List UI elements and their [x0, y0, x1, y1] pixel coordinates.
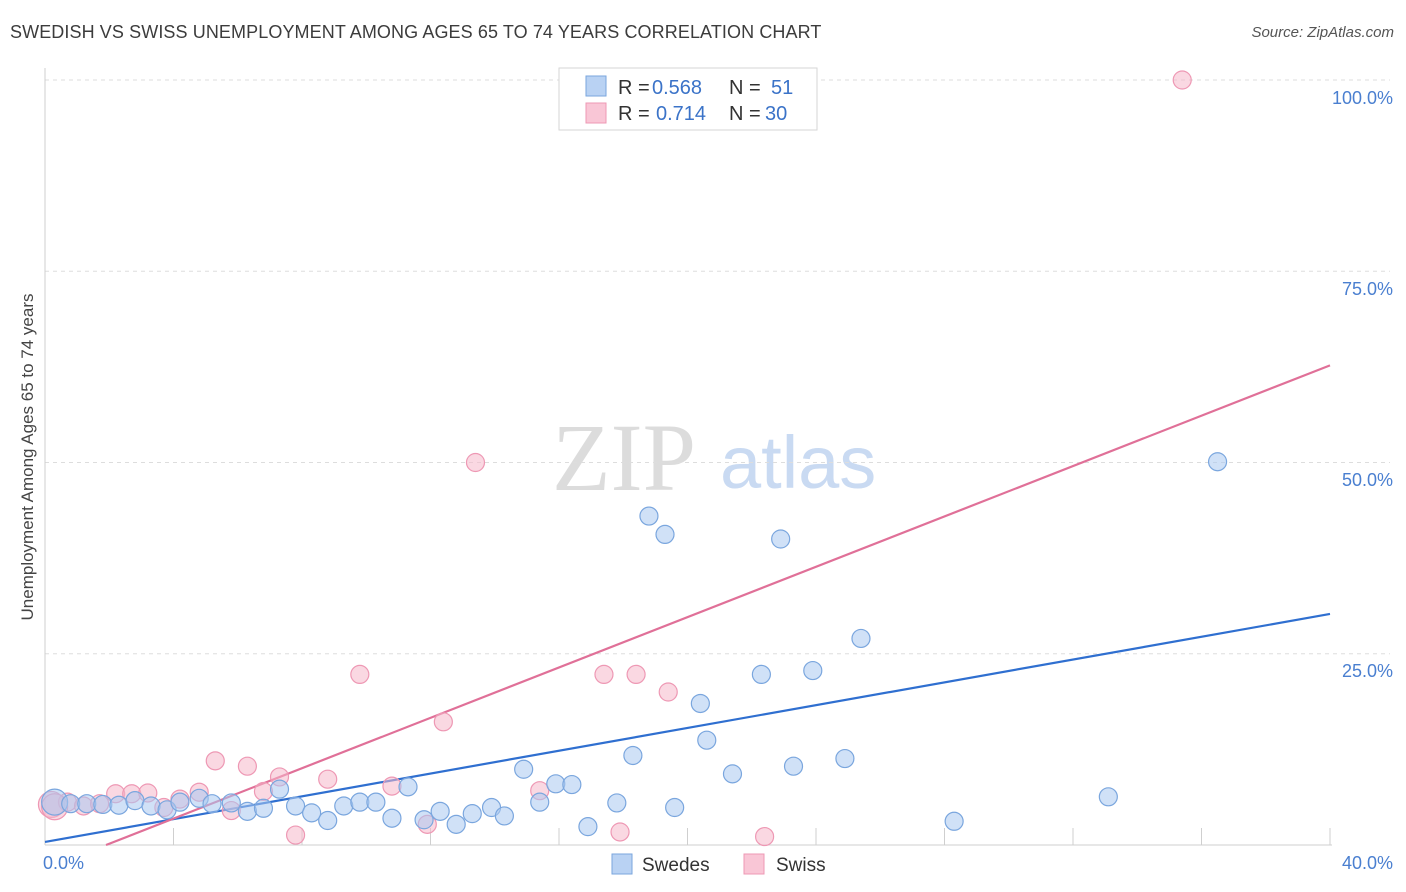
swedes-point-3 [93, 794, 113, 815]
swedes-point-34 [607, 793, 627, 813]
swedes-point-41 [722, 764, 743, 784]
swedes-point-28 [494, 806, 514, 826]
swiss-trend-line [105, 364, 1331, 847]
swiss-point-24 [610, 822, 630, 842]
swedes-point-20 [366, 792, 386, 812]
swedes-point-49 [1098, 787, 1118, 807]
legend-r-label-swiss: R = [618, 103, 650, 125]
swiss-point-18 [382, 776, 402, 796]
swedes-point-31 [546, 774, 566, 794]
swiss-point-26 [658, 682, 678, 702]
swedes-point-11 [221, 793, 241, 813]
swiss-point-10 [205, 751, 225, 771]
swedes-point-1 [61, 794, 81, 814]
legend-n-value-swiss: 30 [765, 103, 787, 125]
y-tick-label-50: 50.0% [1342, 470, 1393, 490]
bottom-legend-label-swiss: Swiss [776, 855, 826, 876]
swedes-point-47 [851, 628, 871, 649]
swedes-point-24 [430, 801, 450, 821]
swedes-point-16 [302, 803, 322, 823]
swedes-point-23 [414, 810, 434, 830]
swedes-point-40 [697, 730, 717, 750]
swedes-point-35 [623, 745, 643, 766]
swiss-point-13 [253, 781, 274, 802]
swedes-point-13 [253, 798, 274, 818]
swedes-point-17 [318, 810, 338, 831]
swedes-point-26 [462, 804, 482, 824]
swiss-point-23 [594, 664, 614, 685]
source-credit: Source: ZipAtlas.com [1251, 24, 1394, 41]
grid [45, 79, 1390, 655]
swedes-point-2 [77, 794, 97, 814]
y-tick-label-75: 75.0% [1342, 279, 1393, 299]
x-tick-label-min: 0.0% [43, 853, 84, 873]
legend-swatch-swedes [585, 75, 607, 97]
legend: R = 0.568 N = 51 R = 0.714 N = 30 [558, 67, 818, 131]
swedes-point-15 [285, 796, 306, 816]
swiss-point-28 [1172, 70, 1192, 90]
bottom-legend-swatch-swedes [611, 853, 633, 875]
swiss-point-25 [626, 664, 646, 685]
swedes-point-14 [269, 779, 290, 799]
swiss-point-16 [318, 769, 338, 789]
watermark-zip: ZIP [552, 404, 696, 511]
swiss-point-12 [237, 756, 257, 776]
axes [44, 68, 1332, 846]
y-tick-label-100: 100.0% [1332, 88, 1393, 108]
swedes-point-50 [1207, 452, 1228, 472]
swedes-point-46 [835, 748, 855, 769]
chart-title: SWEDISH VS SWISS UNEMPLOYMENT AMONG AGES… [10, 22, 822, 42]
swedes-point-19 [350, 792, 370, 812]
legend-r-value-swiss: 0.714 [656, 103, 706, 125]
swedes-point-10 [202, 794, 222, 814]
y-axis-label: Unemployment Among Ages 65 to 74 years [18, 294, 37, 621]
swedes-point-29 [514, 759, 534, 779]
swedes-points [41, 452, 1228, 837]
swiss-point-17 [350, 664, 370, 685]
swedes-point-44 [783, 756, 804, 776]
bottom-legend: Swedes Swiss [611, 853, 826, 876]
legend-swatch-swiss [585, 102, 607, 124]
legend-r-value-swedes: 0.568 [652, 77, 702, 99]
swedes-point-4 [109, 795, 129, 815]
bottom-legend-swatch-swiss [743, 853, 765, 875]
swedes-point-42 [751, 664, 771, 685]
x-tick-label-max: 40.0% [1342, 853, 1393, 873]
legend-n-label-swiss: N = [729, 103, 761, 125]
swedes-point-12 [237, 801, 257, 821]
swedes-point-45 [803, 660, 823, 681]
swedes-point-37 [655, 524, 675, 545]
swedes-point-22 [398, 777, 418, 797]
swedes-point-8 [170, 792, 190, 812]
swedes-point-25 [446, 814, 466, 834]
swedes-point-30 [530, 792, 550, 812]
swiss-point-21 [465, 452, 486, 473]
y-tick-label-25: 25.0% [1342, 661, 1393, 681]
legend-n-label-swedes: N = [729, 77, 761, 99]
swedes-point-38 [665, 797, 685, 818]
swedes-point-6 [141, 796, 161, 816]
swedes-point-21 [382, 808, 402, 828]
swiss-point-20 [433, 712, 453, 732]
bottom-legend-label-swedes: Swedes [642, 855, 710, 876]
swiss-point-15 [285, 825, 306, 845]
legend-r-label-swedes: R = [618, 77, 650, 99]
swedes-point-43 [771, 529, 791, 549]
swedes-point-48 [944, 811, 964, 831]
swedes-point-18 [334, 796, 354, 816]
swedes-point-33 [578, 817, 598, 837]
swedes-point-5 [125, 791, 145, 811]
swedes-point-39 [690, 693, 710, 714]
swedes-point-32 [562, 774, 582, 795]
legend-n-value-swedes: 51 [771, 77, 793, 99]
swiss-point-27 [754, 826, 775, 847]
swedes-point-36 [639, 506, 659, 526]
